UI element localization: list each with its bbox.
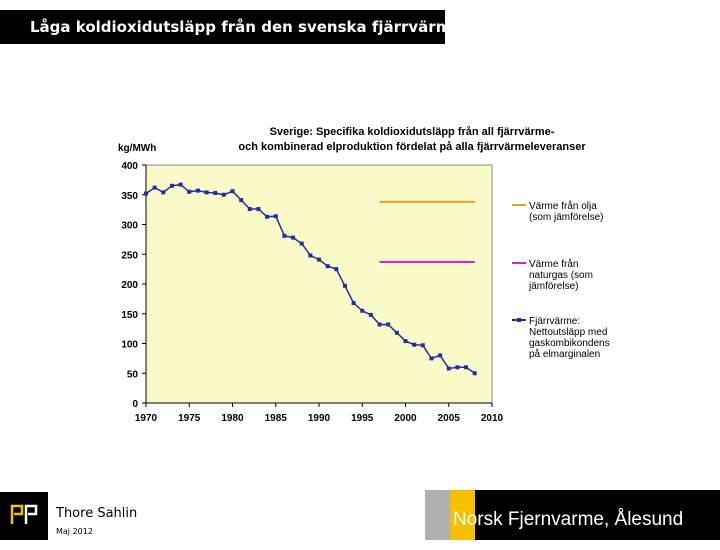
district-heating-data-point [265, 214, 270, 219]
slide-title: Låga koldioxidutsläpp från den svenska f… [0, 10, 472, 44]
x-tick-label: 1975 [178, 413, 201, 424]
x-tick-label: 1985 [265, 413, 288, 424]
district-heating-data-point [204, 190, 209, 195]
logo-mark-icon [10, 504, 38, 524]
legend-district-heating-swatch-marker [517, 318, 521, 322]
chart-title-line-2: och kombinerad elproduktion fördelat på … [238, 141, 586, 153]
y-tick-label: 50 [127, 369, 139, 380]
plot-area: 0 50 100 150 200 250 300 350 400 1970 1975 1980 1985… [121, 161, 503, 424]
y-tick-label: 200 [121, 280, 138, 291]
chart-title-line-1: Sverige: Specifika koldioxidutsläpp från… [270, 126, 555, 138]
company-logo [0, 492, 48, 540]
author-name: Thore Sahlin [56, 506, 138, 521]
y-tick-label: 300 [121, 221, 138, 232]
y-tick-label: 0 [132, 399, 138, 410]
district-heating-data-point [446, 366, 451, 371]
district-heating-data-point [239, 198, 244, 203]
footer-event: Norsk Fjernvarme, Ålesund [453, 509, 684, 530]
legend-district-heating-label: Fjärrvärme: [529, 316, 580, 327]
district-heating-data-point [464, 365, 469, 370]
district-heating-data-point [386, 322, 391, 327]
legend-gas-label: jämförelse) [528, 281, 578, 292]
district-heating-data-point [472, 371, 477, 376]
district-heating-data-point [438, 353, 443, 358]
district-heating-data-point [256, 207, 261, 212]
x-tick-label: 2005 [438, 413, 461, 424]
plot-background [145, 164, 493, 404]
district-heating-data-point [394, 330, 399, 335]
district-heating-data-point [152, 185, 157, 190]
district-heating-data-point [178, 182, 183, 187]
x-tick-label: 1970 [135, 413, 158, 424]
y-tick-label: 250 [121, 250, 138, 261]
x-tick-label: 2010 [481, 413, 504, 424]
legend-oil-label: (som jämförelse) [529, 212, 603, 223]
x-tick-label: 1995 [351, 413, 374, 424]
district-heating-data-point [342, 283, 347, 288]
footer-gray-block [425, 490, 450, 540]
district-heating-data-point [377, 322, 382, 327]
footer-black-block [475, 490, 720, 540]
legend-gas-label: naturgas (som [529, 270, 593, 281]
y-tick-label: 350 [121, 191, 138, 202]
district-heating-data-point [144, 191, 148, 196]
district-heating-data-point [291, 235, 296, 240]
district-heating-data-point [187, 189, 192, 194]
x-tick-label: 1980 [221, 413, 244, 424]
legend-oil-label: Värme från olja [529, 200, 597, 212]
district-heating-data-point [221, 192, 226, 197]
district-heating-data-point [334, 267, 339, 272]
y-axis-label: kg/MWh [118, 143, 156, 154]
legend-gas-label: Värme från [529, 258, 578, 270]
legend-district-heating-label: på elmarginalen [529, 348, 600, 360]
district-heating-data-point [403, 339, 408, 344]
district-heating-data-point [230, 189, 235, 194]
district-heating-data-point [325, 264, 330, 269]
district-heating-data-point [247, 207, 252, 212]
legend: Värme från olja(som jämförelse) Värme frå… [512, 200, 610, 360]
district-heating-data-point [299, 241, 304, 246]
y-tick-label: 400 [121, 161, 138, 172]
district-heating-data-point [317, 257, 321, 262]
district-heating-data-point [429, 356, 434, 361]
y-tick-label: 150 [121, 310, 138, 321]
district-heating-data-point [351, 301, 356, 306]
district-heating-data-point [282, 233, 287, 238]
y-tick-label: 100 [121, 340, 138, 351]
district-heating-data-point [368, 312, 373, 317]
presentation-date: Maj 2012 [56, 527, 93, 536]
district-heating-data-point [273, 214, 278, 219]
x-tick-label: 2000 [394, 413, 417, 424]
district-heating-data-point [213, 190, 218, 195]
legend-district-heating-label: Nettoutsläpp med [529, 327, 607, 338]
district-heating-data-point [169, 183, 174, 188]
district-heating-data-point [308, 253, 313, 258]
district-heating-data-point [161, 190, 166, 195]
district-heating-data-point [420, 343, 425, 348]
legend-district-heating-label: gaskombikondens [529, 338, 610, 349]
district-heating-data-point [360, 308, 365, 313]
x-tick-label: 1990 [308, 413, 331, 424]
district-heating-data-point [455, 365, 460, 370]
district-heating-data-point [195, 188, 200, 193]
district-heating-data-point [412, 342, 417, 347]
footer-yellow-block [450, 490, 475, 540]
